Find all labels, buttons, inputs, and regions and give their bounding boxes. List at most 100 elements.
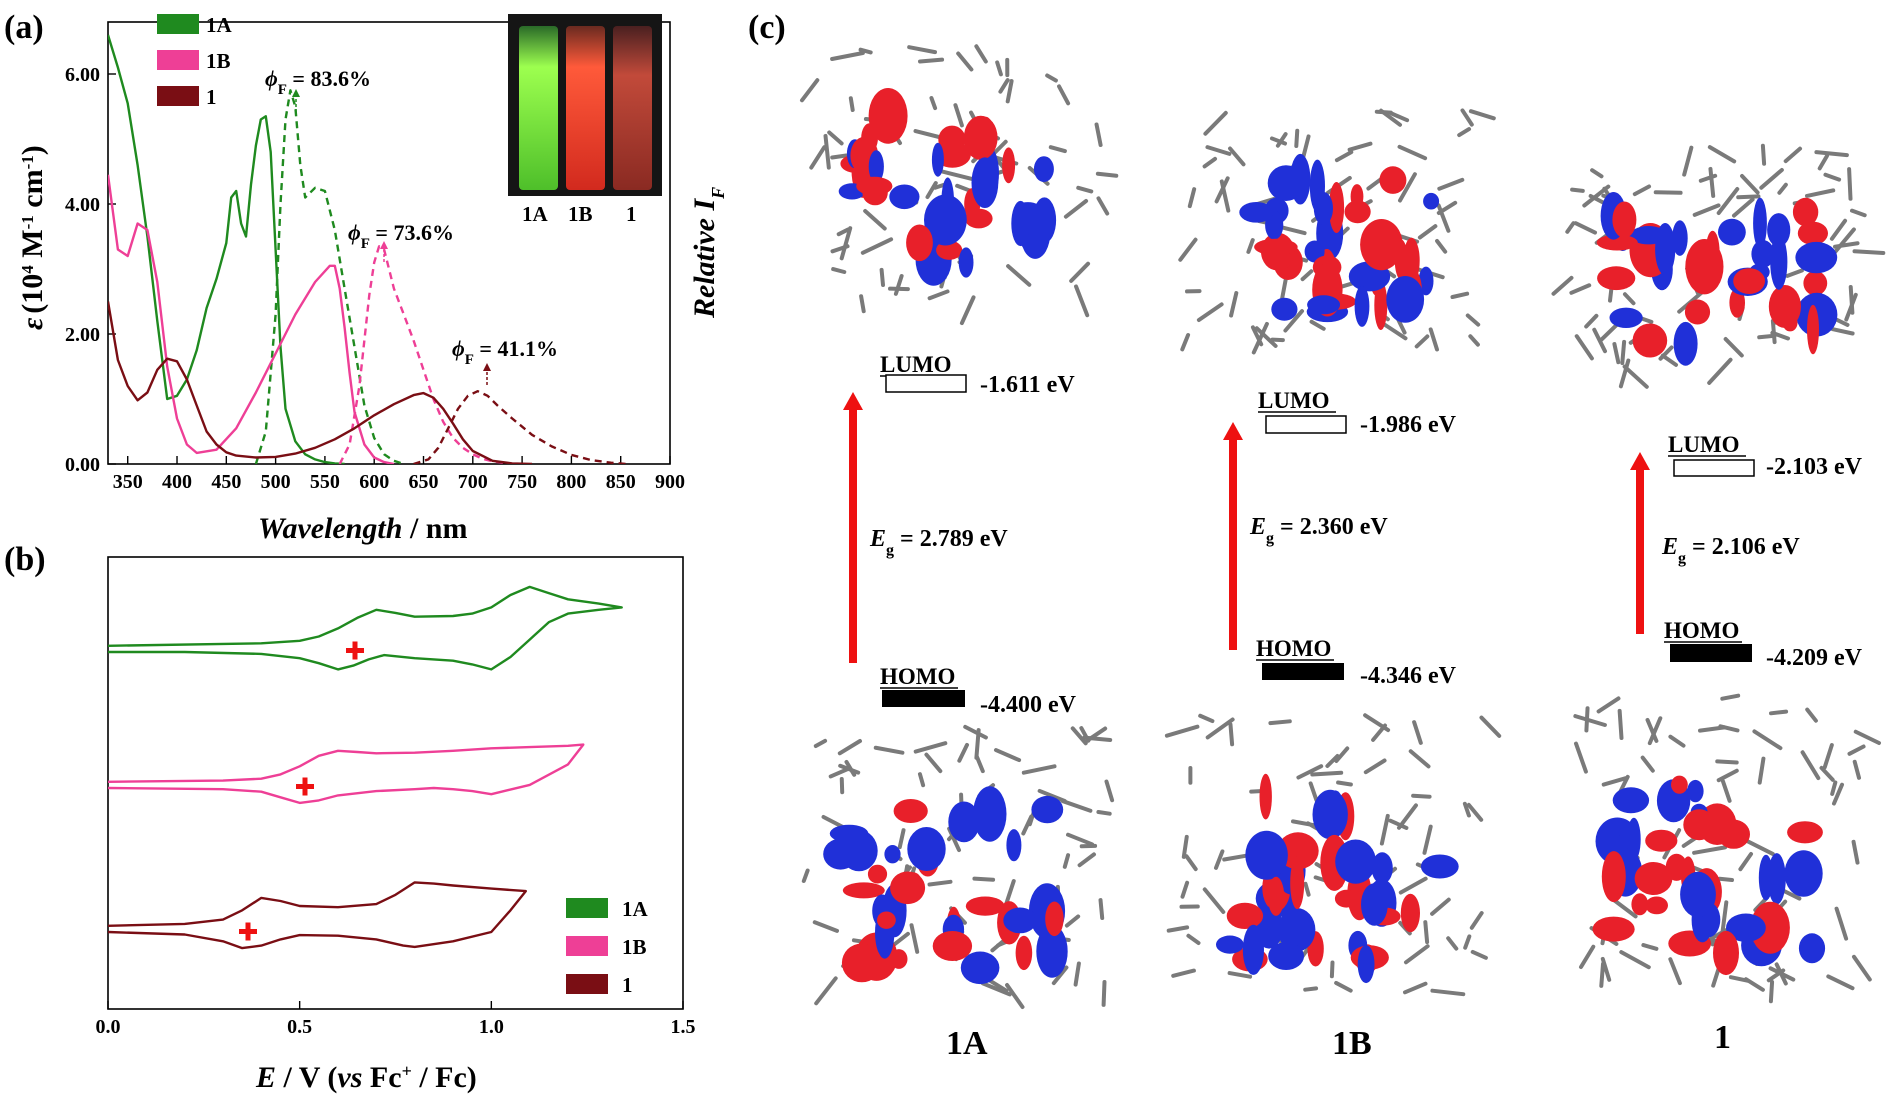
panel-b-legend: 1A 1B 1 [566,897,649,997]
lumo-energy-1: -2.103 eV [1766,454,1863,480]
phi-annotation-1A: ϕF = 83.6% [265,66,371,98]
inset-label-1A: 1A [522,202,549,226]
lumo-box-1 [1673,459,1755,477]
phi-annotation-1: ϕF = 41.1% [452,336,558,368]
a-xtick-label: 350 [113,471,143,493]
b-xtick-label: 1.0 [479,1016,504,1038]
homo-label-1B: HOMO [1256,636,1331,661]
molecule-name-1B: 1B [1332,1025,1372,1062]
b-xtick-label: 0.5 [287,1016,312,1038]
svg-text:ϕF = 83.6%: ϕF = 83.6% [265,66,371,98]
a-ytick-label: 0.00 [65,454,100,476]
energy-diagram-1: LUMO -2.103 eV Eg = 2.106 eV HOMO -4.209… [1630,432,1863,671]
a-xtick-label: 550 [310,471,340,493]
inset-label-1B: 1B [568,202,593,226]
homo-label-1A: HOMO [880,664,955,689]
a-xtick-label: 700 [458,471,488,493]
svg-text:ϕF = 41.1%: ϕF = 41.1% [452,336,558,368]
legend-swatch-1 [157,86,199,106]
gap-label-1A: Eg = 2.789 eV [869,526,1008,559]
molecule-name-1A: 1A [946,1025,988,1062]
homo-box-1B [1262,663,1344,680]
homo-label-1: HOMO [1664,618,1739,643]
panel-a-letter: (a) [4,9,44,46]
svg-text:ϕF = 73.6%: ϕF = 73.6% [348,220,454,252]
orbital-1B-lumo [1178,108,1496,355]
orbital-1A-lumo [800,44,1119,326]
legend-label-1: 1 [206,85,217,109]
a-xtick-label: 600 [359,471,389,493]
legend-label-1A: 1A [206,13,233,37]
panel-b-letter: (b) [4,541,46,578]
panel-b-curves [107,585,623,950]
a-xtick-label: 500 [261,471,291,493]
lumo-energy-1B: -1.986 eV [1360,412,1457,438]
panel-a-curves [108,34,626,464]
a-xtick-label: 400 [162,471,192,493]
b-xtick-label: 0.0 [96,1016,121,1038]
legend-b-swatch-1 [566,974,608,994]
panel-b-frame [107,556,684,1010]
homo-box-1A [882,690,965,707]
legend-swatch-1A [157,14,199,34]
panel-c-letter: (c) [748,9,786,46]
gap-label-1: Eg = 2.106 eV [1661,534,1800,567]
panel-b-xlabel: E / V (vs Fc+ / Fc) [255,1061,477,1094]
legend-b-label-1A: 1A [622,897,649,921]
vial-1B [566,26,605,190]
cv-curve-1B [107,743,585,805]
molecule-name-1: 1 [1714,1019,1731,1056]
a-ytick-label: 6.00 [65,64,100,86]
gap-label-1B: Eg = 2.360 eV [1249,514,1388,547]
a-xtick-label: 900 [655,471,685,493]
panel-a-ylabel: ε(104 M-1 cm-1) [16,145,49,330]
orbital-1A-homo [801,724,1115,1009]
a-ytick-label: 2.00 [65,324,100,346]
homo-energy-1A: -4.400 eV [980,692,1077,718]
a-xtick-label: 450 [211,471,241,493]
inset-label-1: 1 [626,202,637,226]
legend-b-label-1B: 1B [622,935,647,959]
lumo-box-1A [885,374,967,393]
legend-swatch-1B [157,50,199,70]
vial-1 [613,26,652,190]
cv-curve-1 [107,881,527,950]
homo-energy-1: -4.209 eV [1766,645,1863,671]
energy-diagram-1B: LUMO -1.986 eV Eg = 2.360 eV HOMO -4.346… [1223,388,1457,689]
curve-emission-1A [254,89,405,464]
lumo-label-1B: LUMO [1258,388,1330,413]
orbital-1-lumo [1551,143,1886,389]
a-xtick-label: 750 [507,471,537,493]
phi-arrows [292,89,491,385]
b-xtick-label: 1.5 [671,1016,696,1038]
vial-1A [519,26,558,190]
homo-box-1 [1670,644,1752,662]
phi-annotation-1B: ϕF = 73.6% [348,220,454,252]
legend-b-swatch-1B [566,936,608,956]
legend-b-label-1: 1 [622,973,633,997]
cv-curve-1A [107,585,623,671]
curve-absorption-1B [108,174,395,464]
orbital-images [800,44,1886,1009]
orbital-1B-homo [1164,713,1502,997]
panel-a-ticks: 350 400 450 500 550 600 650 700 750 800 850 900 0.00… [65,64,685,493]
a-xtick-label: 850 [606,471,636,493]
panel-a-y2label: Relative IF [688,187,728,319]
a-xtick-label: 800 [556,471,586,493]
orbital-1-homo [1573,693,1881,1004]
lumo-label-1: LUMO [1668,432,1740,457]
e-half-markers [239,641,364,941]
legend-label-1B: 1B [206,49,231,73]
lumo-energy-1A: -1.611 eV [980,372,1075,398]
curve-absorption-1A [108,34,345,464]
a-ytick-label: 4.00 [65,194,100,216]
vial-photo-inset: 1A 1B 1 [508,14,662,230]
curve-absorption-1 [108,301,533,464]
legend-b-swatch-1A [566,898,608,918]
curve-emission-1 [413,390,626,464]
panel-a-legend: 1A 1B 1 [157,13,233,109]
lumo-box-1B [1265,415,1347,434]
energy-diagram-1A: LUMO -1.611 eV Eg = 2.789 eV HOMO -4.400… [843,352,1077,718]
panel-a-xlabel: Wavelength / nm [258,512,467,545]
